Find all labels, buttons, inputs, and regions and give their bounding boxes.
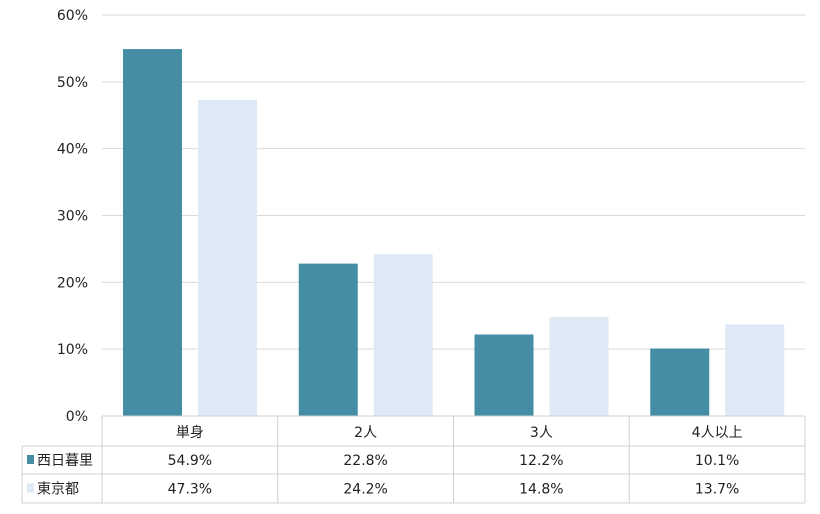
category-label: 2人 (354, 425, 377, 441)
data-table-value: 10.1% (695, 453, 739, 469)
bar-1-3 (474, 334, 534, 416)
y-tick-label: 10% (57, 342, 88, 358)
category-label: 4人以上 (692, 425, 743, 441)
data-table-value: 54.9% (168, 453, 212, 469)
y-tick-label: 50% (57, 75, 88, 91)
data-table-value: 24.2% (343, 482, 387, 498)
bar-2-1 (198, 99, 257, 417)
data-table-value: 13.7% (695, 482, 739, 498)
data-table-value: 22.8% (343, 453, 387, 469)
data-table-value: 12.2% (519, 453, 563, 469)
category-label: 3人 (530, 425, 553, 441)
y-tick-label: 30% (57, 209, 88, 225)
legend-swatch (27, 483, 34, 493)
data-table-value: 47.3% (168, 482, 212, 498)
bar-2-3 (549, 317, 609, 416)
legend-label: 西日暮里 (37, 453, 93, 469)
bar-1-2 (298, 263, 358, 416)
category-label: 単身 (176, 425, 204, 441)
legend-swatch (27, 455, 34, 464)
data-table-value: 14.8% (519, 482, 563, 498)
bar-1-1 (123, 49, 182, 417)
bar-2-2 (373, 254, 433, 416)
bar-1-4 (650, 348, 710, 416)
y-tick-label: 20% (57, 275, 88, 291)
y-tick-label: 60% (57, 8, 88, 24)
legend-label: 東京都 (37, 482, 79, 498)
y-tick-label: 40% (57, 142, 88, 158)
y-tick-label: 0% (66, 409, 88, 425)
bar-2-4 (725, 324, 785, 416)
